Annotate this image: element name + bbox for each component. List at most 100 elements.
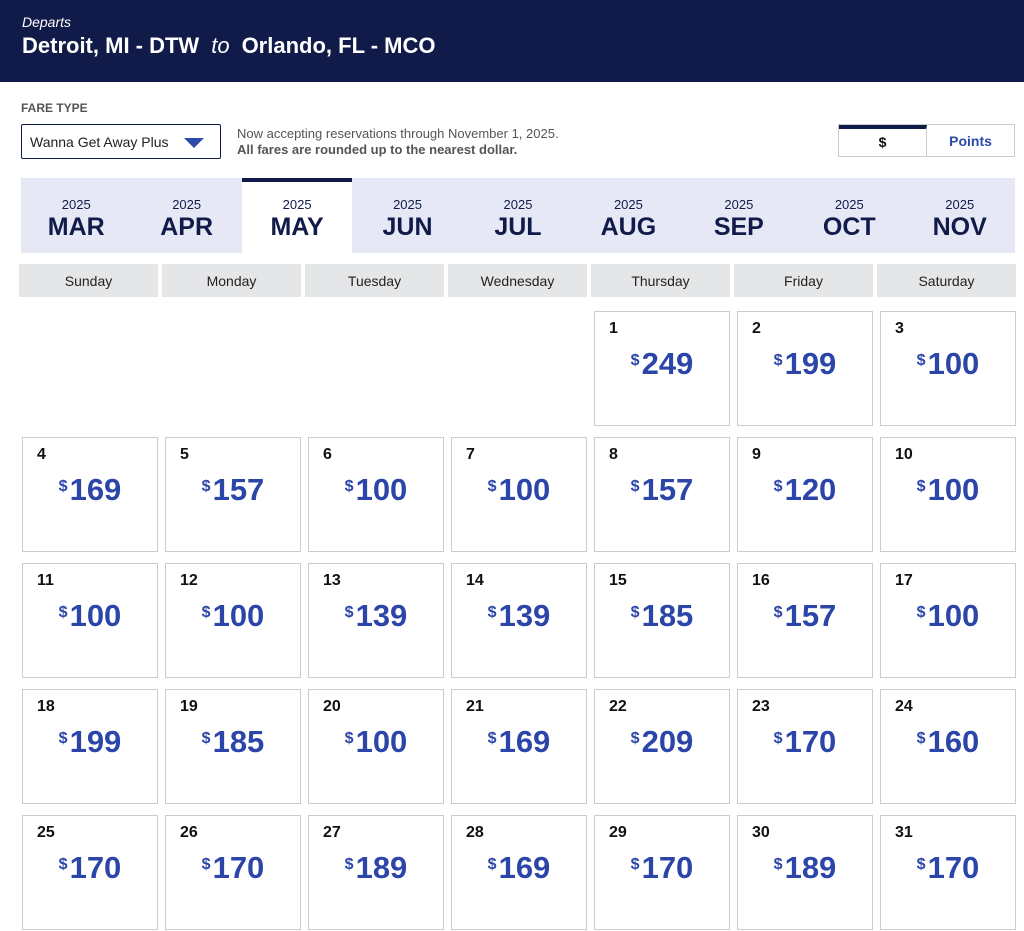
day-cell[interactable]: 4 $169 [22, 437, 158, 552]
day-cell[interactable]: 5 $157 [165, 437, 301, 552]
day-cell[interactable]: 9 $120 [737, 437, 873, 552]
departs-label: Departs [22, 14, 72, 30]
currency-symbol: $ [773, 352, 783, 369]
day-cell[interactable]: 18 $199 [22, 689, 158, 804]
day-cell[interactable]: 28 $169 [451, 815, 587, 930]
currency-option[interactable]: $ [839, 125, 927, 156]
currency-symbol: $ [344, 856, 354, 873]
fare-price: $139 [309, 598, 443, 634]
price-value: 170 [641, 850, 694, 885]
origin: Detroit, MI - DTW [22, 33, 200, 58]
month-tab[interactable]: 2025 NOV [905, 178, 1015, 253]
month-tab[interactable]: 2025 MAR [21, 178, 131, 253]
day-cell[interactable]: 14 $139 [451, 563, 587, 678]
day-cell[interactable]: 21 $169 [451, 689, 587, 804]
day-cell[interactable]: 29 $170 [594, 815, 730, 930]
month-tab[interactable]: 2025 AUG [573, 178, 683, 253]
day-number: 1 [609, 320, 618, 337]
month-tab[interactable]: 2025 MAY [241, 178, 353, 253]
price-value: 170 [784, 724, 837, 759]
fare-type-label: FARE TYPE [21, 101, 88, 115]
currency-symbol: $ [773, 478, 783, 495]
month-year: 2025 [945, 197, 975, 212]
month-tab[interactable]: 2025 OCT [794, 178, 904, 253]
day-cell[interactable]: 26 $170 [165, 815, 301, 930]
price-value: 209 [641, 724, 694, 759]
day-cell[interactable]: 16 $157 [737, 563, 873, 678]
day-number: 15 [609, 572, 627, 589]
day-number: 26 [180, 824, 198, 841]
fare-price: $100 [881, 598, 1015, 634]
day-cell[interactable]: 25 $170 [22, 815, 158, 930]
day-cell[interactable]: 31 $170 [880, 815, 1016, 930]
price-value: 189 [355, 850, 408, 885]
fare-price: $169 [23, 472, 157, 508]
day-number: 11 [37, 572, 54, 589]
day-cell[interactable]: 2 $199 [737, 311, 873, 426]
month-year: 2025 [172, 197, 202, 212]
weekday-header: Tuesday [305, 264, 444, 297]
fare-price: $170 [166, 850, 300, 886]
day-cell[interactable]: 15 $185 [594, 563, 730, 678]
price-value: 100 [927, 346, 980, 381]
currency-symbol: $ [487, 478, 497, 495]
month-name: SEP [713, 213, 764, 241]
day-cell[interactable]: 13 $139 [308, 563, 444, 678]
month-tab[interactable]: 2025 JUN [352, 178, 462, 253]
day-cell[interactable]: 19 $185 [165, 689, 301, 804]
day-number: 22 [609, 698, 627, 715]
month-tab[interactable]: 2025 SEP [684, 178, 794, 253]
month-name: OCT [822, 213, 876, 241]
day-cell[interactable]: 11 $100 [22, 563, 158, 678]
notice: Now accepting reservations through Novem… [237, 126, 559, 158]
day-cell[interactable]: 1 $249 [594, 311, 730, 426]
day-cell[interactable]: 24 $160 [880, 689, 1016, 804]
day-cell[interactable]: 22 $209 [594, 689, 730, 804]
day-cell[interactable]: 10 $100 [880, 437, 1016, 552]
day-number: 4 [37, 446, 46, 463]
day-cell[interactable]: 3 $100 [880, 311, 1016, 426]
day-cell[interactable]: 8 $157 [594, 437, 730, 552]
month-tab[interactable]: 2025 JUL [463, 178, 573, 253]
month-name: MAR [47, 213, 105, 241]
fare-type-value: Wanna Get Away Plus [30, 134, 168, 150]
day-cell[interactable]: 23 $170 [737, 689, 873, 804]
fare-price: $120 [738, 472, 872, 508]
currency-symbol: $ [344, 478, 354, 495]
day-number: 6 [323, 446, 332, 463]
fare-price: $185 [166, 724, 300, 760]
currency-option[interactable]: Points [949, 133, 992, 149]
currency-symbol: $ [58, 478, 68, 495]
fare-price: $170 [23, 850, 157, 886]
price-value: 100 [69, 598, 122, 633]
day-cell[interactable]: 12 $100 [165, 563, 301, 678]
day-cell[interactable]: 27 $189 [308, 815, 444, 930]
destination: Orlando, FL - MCO [241, 33, 436, 58]
day-cell[interactable]: 20 $100 [308, 689, 444, 804]
month-name: JUL [494, 213, 542, 241]
fare-price: $100 [881, 346, 1015, 382]
day-cell[interactable]: 6 $100 [308, 437, 444, 552]
day-cell[interactable]: 7 $100 [451, 437, 587, 552]
day-number: 8 [609, 446, 618, 463]
day-cell[interactable]: 30 $189 [737, 815, 873, 930]
fare-price: $189 [738, 850, 872, 886]
month-tab[interactable]: 2025 APR [131, 178, 241, 253]
price-value: 199 [784, 346, 837, 381]
currency-symbol: $ [773, 604, 783, 621]
day-cell[interactable]: 17 $100 [880, 563, 1016, 678]
connector: to [211, 33, 230, 58]
price-value: 120 [784, 472, 837, 507]
fare-price: $157 [595, 472, 729, 508]
fare-price: $170 [595, 850, 729, 886]
day-number: 13 [323, 572, 341, 589]
price-value: 100 [927, 472, 980, 507]
price-value: 199 [69, 724, 122, 759]
month-year: 2025 [393, 197, 422, 212]
fare-type-select[interactable]: Wanna Get Away Plus [21, 124, 221, 159]
fare-price: $100 [23, 598, 157, 634]
fare-price: $100 [166, 598, 300, 634]
price-value: 139 [355, 598, 408, 633]
price-value: 100 [927, 598, 980, 633]
day-number: 5 [180, 446, 189, 463]
